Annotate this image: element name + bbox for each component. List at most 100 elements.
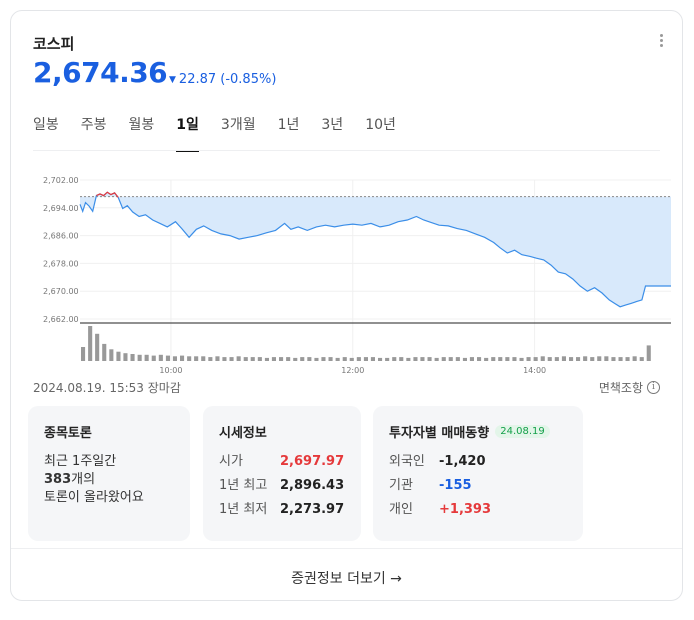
- disclaimer-label: 면책조항: [598, 381, 643, 395]
- quote-value: 2,697.97: [280, 454, 345, 469]
- volume-bar: [392, 357, 397, 361]
- volume-bar: [328, 357, 333, 361]
- tabs-divider: [33, 150, 660, 151]
- volume-bar: [215, 356, 220, 361]
- volume-bar: [519, 357, 524, 361]
- tab-3-months[interactable]: 3개월: [220, 117, 256, 133]
- info-icon: i: [647, 381, 660, 394]
- y-tick-label: 2,662.00: [43, 315, 79, 324]
- discussion-count: 383: [44, 472, 72, 487]
- volume-bar: [187, 356, 192, 361]
- investor-trend-title: 투자자별 매매동향 24.08.19: [389, 422, 567, 441]
- volume-bar: [540, 356, 545, 361]
- volume-bar: [420, 357, 425, 361]
- y-tick-label: 2,702.00: [43, 176, 79, 185]
- volume-bar: [526, 357, 531, 361]
- tab-10-years[interactable]: 10년: [365, 117, 396, 133]
- volume-bar: [165, 355, 170, 361]
- discussion-title: 종목토론: [44, 426, 92, 441]
- volume-bar: [604, 356, 609, 361]
- tab-3-years[interactable]: 3년: [321, 117, 344, 133]
- more-securities-info-link[interactable]: 증권정보 더보기 →: [291, 571, 402, 587]
- volume-bar: [547, 357, 552, 361]
- price-change-value: 22.87 (-0.85%): [178, 72, 277, 87]
- discussion-line-1: 최근 1주일간: [44, 454, 117, 469]
- y-tick-label: 2,686.00: [43, 232, 79, 241]
- volume-bar: [286, 357, 291, 361]
- volume-bar: [484, 357, 489, 361]
- volume-bar: [533, 357, 538, 361]
- tab-1-year[interactable]: 1년: [277, 117, 300, 133]
- volume-bar: [342, 357, 347, 361]
- volume-bar: [413, 357, 418, 361]
- volume-bar: [399, 357, 404, 361]
- volume-bar: [434, 357, 439, 361]
- volume-bar: [81, 347, 86, 361]
- volume-bar: [137, 354, 142, 361]
- volume-bar: [632, 356, 637, 361]
- current-price: 2,674.36: [33, 56, 168, 89]
- volume-bar: [229, 357, 234, 361]
- volume-bar: [561, 356, 566, 361]
- discussion-line-3: 토론이 올라왔어요: [44, 490, 144, 505]
- stock-card: 코스피 2,674.36 ▼ 22.87 (-0.85%) 일봉 주봉 월봉 1일…: [10, 10, 683, 601]
- volume-bar: [130, 354, 135, 361]
- market-time: 2024.08.19. 15:53 장마감: [33, 381, 181, 395]
- quote-value: 2,273.97: [280, 502, 345, 517]
- investor-value: -155: [439, 478, 472, 493]
- volume-bar: [576, 357, 581, 361]
- discussion-panel[interactable]: 종목토론 최근 1주일간 383개의 토론이 올라왔어요: [28, 406, 190, 541]
- volume-bar: [597, 356, 602, 361]
- volume-bar: [95, 333, 100, 361]
- volume-bar: [590, 357, 595, 361]
- volume-bar: [378, 357, 383, 361]
- discussion-count-suffix: 개의: [71, 472, 96, 487]
- discussion-line-2: 383개의: [44, 471, 174, 489]
- volume-bar: [427, 357, 432, 361]
- volume-bar: [349, 357, 354, 361]
- volume-bar: [646, 345, 651, 361]
- investor-trend-panel: 투자자별 매매동향 24.08.19 외국인 -1,420 기관 -155 개인 +1,…: [373, 406, 583, 541]
- volume-bar: [279, 357, 284, 361]
- investor-key: 개인: [389, 502, 413, 517]
- investor-key: 외국인: [389, 454, 425, 469]
- volume-bar: [554, 357, 559, 361]
- volume-bar: [462, 357, 467, 361]
- volume-bar: [356, 357, 361, 361]
- volume-bar: [639, 357, 644, 361]
- tab-daily[interactable]: 일봉: [33, 117, 59, 133]
- volume-bar: [123, 353, 128, 361]
- investor-value: -1,420: [439, 454, 486, 469]
- volume-bar: [208, 357, 213, 361]
- tab-weekly[interactable]: 주봉: [80, 117, 107, 133]
- volume-bar: [194, 356, 199, 361]
- tab-monthly[interactable]: 월봉: [128, 117, 155, 133]
- volume-bar: [257, 357, 262, 361]
- more-options-icon[interactable]: [658, 34, 664, 50]
- price-area: [80, 192, 671, 307]
- quote-row-year-high: 1년 최고 2,896.43: [219, 477, 345, 495]
- volume-bar: [243, 357, 248, 361]
- quote-key: 시가: [219, 454, 243, 469]
- volume-bar: [180, 355, 185, 361]
- volume-bar: [498, 357, 503, 361]
- intraday-chart[interactable]: 2,702.00 2,694.00 2,686.00 2,678.00 2,670.00…: [26, 161, 671, 376]
- disclaimer-link[interactable]: 면책조항 i: [599, 379, 660, 396]
- volume-bar: [625, 357, 630, 361]
- volume-bar: [469, 357, 474, 361]
- volume-bar: [512, 357, 517, 361]
- volume-bar: [172, 356, 177, 361]
- volume-bar: [477, 357, 482, 361]
- volume-bar: [448, 357, 453, 361]
- tab-1-day[interactable]: 1일: [176, 115, 199, 152]
- volume-bar: [250, 357, 255, 361]
- volume-bar: [307, 357, 312, 361]
- volume-bar: [236, 356, 241, 361]
- volume-bar: [116, 351, 121, 361]
- y-axis-labels: 2,702.00 2,694.00 2,686.00 2,678.00 2,670.00…: [43, 176, 79, 324]
- volume-bar: [441, 357, 446, 361]
- volume-bar: [618, 357, 623, 361]
- volume-bar: [151, 355, 156, 361]
- x-tick-label: 14:00: [523, 366, 546, 375]
- investor-trend-label: 투자자별 매매동향: [389, 426, 490, 441]
